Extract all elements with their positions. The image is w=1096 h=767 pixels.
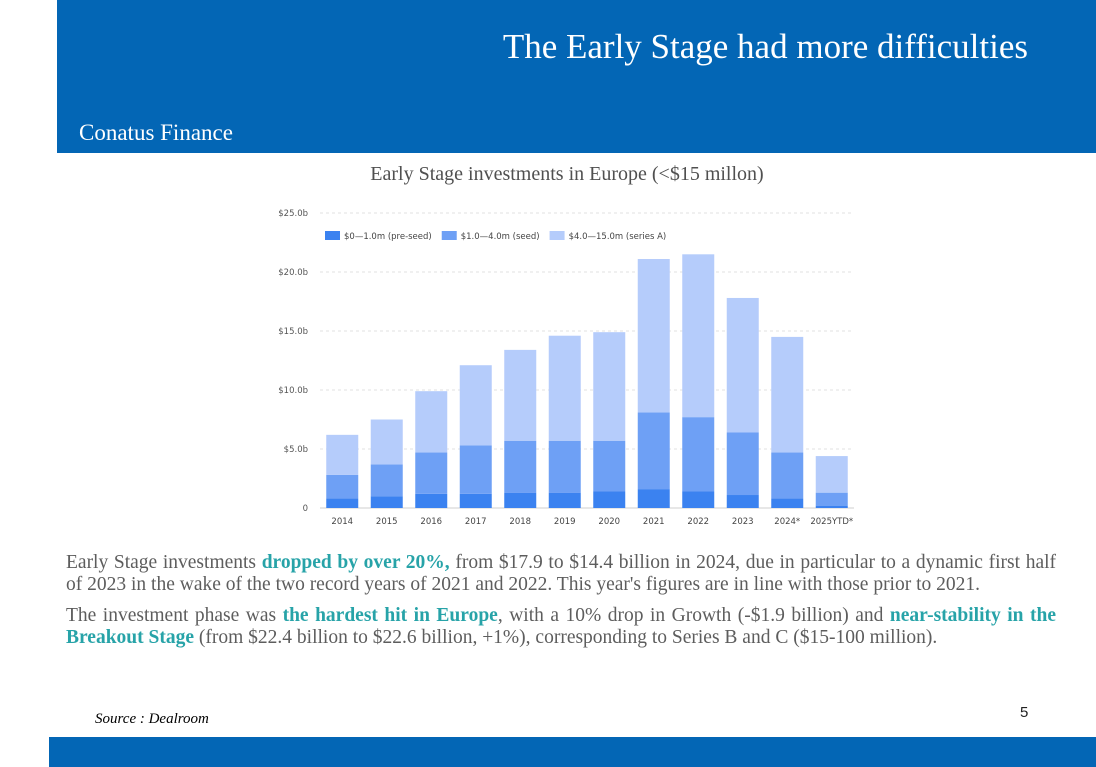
bar-segment: [370, 464, 403, 497]
y-tick-label: $15.0b: [278, 327, 308, 337]
x-tick-label: 2014: [331, 517, 353, 527]
p1-highlight: dropped by over 20%,: [261, 552, 450, 573]
header-band: The Early Stage had more difficulties Co…: [57, 0, 1096, 153]
legend-swatch: [325, 231, 340, 240]
stacked-bar-chart: 0$5.0b$10.0b$15.0b$20.0b$25.0b 2014 2015 2…: [278, 209, 854, 527]
bar-segment: [726, 495, 759, 508]
chart-legend: $0—1.0m (pre-seed) $1.0—4.0m (seed) $4.0—1…: [325, 231, 666, 242]
footer-band: [49, 737, 1096, 767]
x-tick-label: 2020: [598, 517, 620, 527]
x-tick-label: 2019: [554, 517, 576, 527]
bar-segment: [415, 452, 448, 494]
body-text: Early Stage investments dropped by over …: [66, 552, 1056, 658]
chart-caption: Early Stage investments in Europe (<$15 …: [370, 163, 764, 185]
bar-segment: [504, 440, 537, 493]
slide-title: The Early Stage had more difficulties: [502, 27, 1028, 66]
bar-segment: [682, 417, 715, 492]
x-tick-label: 2023: [732, 517, 754, 527]
p2-text-end: (from $22.4 billion to $22.6 billion, +1…: [194, 627, 938, 648]
bar-segment: [593, 440, 626, 492]
bar-segment: [548, 440, 581, 493]
chart-grid: 0 $5.0b $10.0b $15.0b $20.0b $25.0b: [278, 209, 854, 514]
bar-segment: [326, 474, 359, 499]
p2-text-start: The investment phase was: [66, 605, 283, 626]
x-tick-label: 2022: [687, 517, 709, 527]
bar-segment: [771, 452, 804, 499]
legend-label: $1.0—4.0m (seed): [461, 232, 540, 242]
bar-segment: [504, 492, 537, 508]
bar-segment: [548, 335, 581, 441]
bar-segment: [326, 434, 359, 475]
chart-x-axis: 2014 2015 2016 2017 2018 2019 2020 2021 2022 2023…: [331, 517, 853, 527]
x-tick-label: 2015: [376, 517, 398, 527]
bar-segment: [682, 254, 715, 418]
legend-swatch: [441, 231, 457, 240]
x-tick-label: 2021: [643, 517, 665, 527]
paragraph-2: The investment phase was the hardest hit…: [66, 605, 1056, 649]
bar-segment: [815, 456, 848, 493]
bar-segment: [370, 496, 403, 508]
paragraph-1: Early Stage investments dropped by over …: [66, 552, 1056, 596]
bar-segment: [593, 491, 626, 508]
source-note: Source : Dealroom: [95, 711, 209, 727]
legend-label: $0—1.0m (pre-seed): [344, 232, 432, 242]
y-tick-label: $5.0b: [284, 445, 308, 455]
bar-segment: [815, 505, 848, 508]
page-number: 5: [1020, 704, 1029, 721]
bar-segment: [637, 259, 670, 413]
x-tick-label: 2016: [420, 517, 442, 527]
bar-segment: [771, 336, 804, 453]
bar-segment: [415, 391, 448, 453]
p2-text-middle: , with a 10% drop in Growth (-$1.9 billi…: [497, 605, 890, 626]
y-tick-label: $20.0b: [278, 268, 308, 278]
y-tick-label: 0: [303, 504, 308, 514]
bar-segment: [637, 489, 670, 508]
brand-name: Conatus Finance: [79, 120, 233, 145]
bar-segment: [682, 491, 715, 508]
x-tick-label: 2025YTD*: [810, 517, 853, 527]
bar-segment: [459, 493, 492, 508]
x-tick-label: 2017: [465, 517, 487, 527]
p1-text-start: Early Stage investments: [66, 552, 262, 573]
bar-segment: [637, 412, 670, 490]
bar-segment: [459, 365, 492, 446]
bar-segment: [771, 498, 804, 508]
p1-text-end: from $17.9 to $14.4 billion in 2024, due…: [66, 552, 1057, 595]
bar-segment: [370, 419, 403, 465]
x-tick-label: 2024*: [774, 517, 800, 527]
bar-segment: [726, 432, 759, 496]
bar-segment: [593, 332, 626, 441]
bar-segment: [326, 498, 359, 508]
bar-segment: [548, 492, 581, 508]
y-tick-label: $25.0b: [278, 209, 308, 219]
x-tick-label: 2018: [509, 517, 531, 527]
p2-highlight-1: the hardest hit in Europe: [282, 605, 498, 626]
chart-bars: [326, 254, 848, 508]
bar-segment: [504, 349, 537, 441]
bar-segment: [459, 445, 492, 494]
bar-segment: [415, 493, 448, 508]
y-tick-label: $10.0b: [278, 386, 308, 396]
bar-segment: [726, 297, 759, 433]
legend-label: $4.0—15.0m (series A): [569, 232, 667, 242]
legend-swatch: [549, 231, 565, 240]
p2-highlight-2: near-stability in the Breakout Stage: [66, 605, 1056, 648]
bar-segment: [815, 492, 848, 506]
